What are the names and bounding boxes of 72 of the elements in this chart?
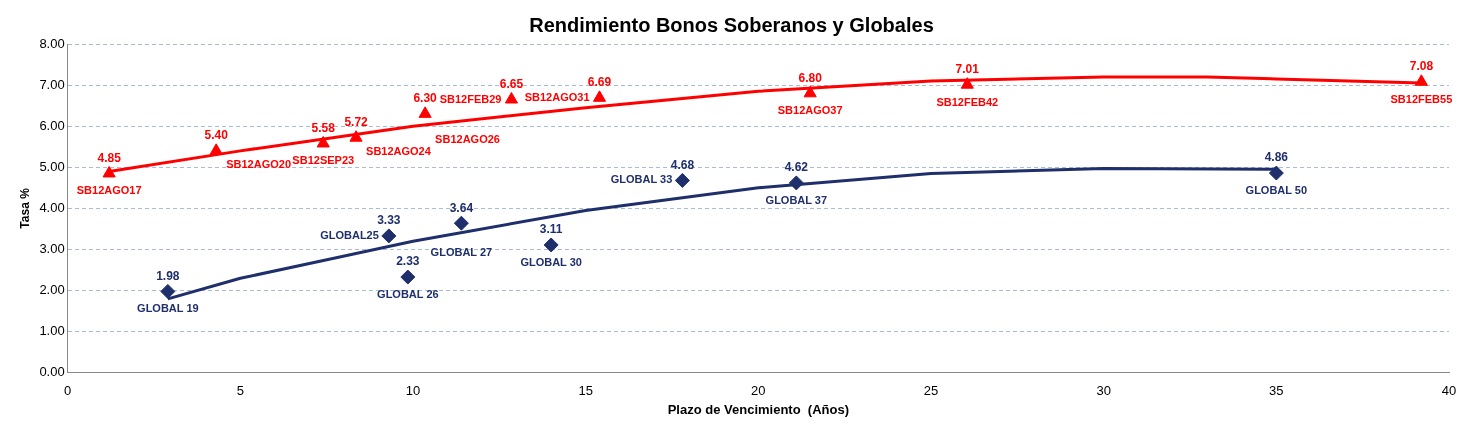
data-label: 4.68 xyxy=(670,157,695,172)
annotation: SB12SEP23 xyxy=(292,154,355,167)
x-tick-label: 20 xyxy=(751,383,766,399)
data-label: 3.11 xyxy=(539,222,563,237)
data-label: 6.65 xyxy=(499,76,524,91)
annotation: SB12FEB29 xyxy=(439,92,502,105)
point xyxy=(504,91,519,104)
annotation: SB12FEB55 xyxy=(1390,92,1453,105)
annotation: SB12AGO26 xyxy=(435,132,500,145)
data-label: 7.08 xyxy=(1409,59,1434,74)
data-label: 1.98 xyxy=(156,268,180,283)
y-axis-title: Tasa % xyxy=(17,187,32,229)
data-label: 3.33 xyxy=(377,213,401,228)
annotation: SB12AGO17 xyxy=(76,184,142,197)
y-tick-label: 6.00 xyxy=(39,117,65,133)
annotation: SB12AGO31 xyxy=(524,90,590,103)
data-label: 5.40 xyxy=(204,128,229,143)
point xyxy=(592,90,607,102)
point xyxy=(960,77,974,89)
annotation: GLOBAL 27 xyxy=(430,246,493,259)
point xyxy=(400,269,416,285)
y-tick-label: 1.00 xyxy=(39,323,65,339)
data-label: 3.64 xyxy=(449,200,474,215)
data-label: 4.85 xyxy=(97,150,122,165)
annotation: GLOBAL 26 xyxy=(377,288,439,301)
annotation: SB12AGO37 xyxy=(777,104,843,117)
data-label: 4.62 xyxy=(784,160,809,175)
data-label: 6.80 xyxy=(798,70,823,85)
data-label: 5.58 xyxy=(311,120,336,135)
annotation: GLOBAL 33 xyxy=(610,173,673,186)
point xyxy=(160,283,176,299)
data-label: 6.69 xyxy=(587,75,612,90)
point xyxy=(381,228,397,244)
x-tick-label: 40 xyxy=(1441,383,1457,399)
data-label: 5.72 xyxy=(344,115,369,130)
annotation: SB12AGO20 xyxy=(226,157,291,170)
y-tick-label: 2.00 xyxy=(39,282,65,298)
point xyxy=(102,165,116,178)
y-tick-label: 0.00 xyxy=(39,364,65,380)
point xyxy=(316,135,330,148)
x-tick-label: 25 xyxy=(923,383,939,399)
point xyxy=(1268,165,1284,181)
annotation: GLOBAL 30 xyxy=(520,256,582,269)
point xyxy=(349,130,363,142)
point xyxy=(453,215,469,231)
x-tick-label: 5 xyxy=(236,383,244,399)
chart-title: Rendimiento Bonos Soberanos y Globales xyxy=(529,13,934,36)
y-tick-label: 5.00 xyxy=(39,158,65,174)
y-tick-label: 8.00 xyxy=(39,35,65,51)
data-label: 7.01 xyxy=(955,62,980,76)
annotation: GLOBAL 37 xyxy=(765,193,828,206)
x-axis-title: Plazo de Vencimiento (Años) xyxy=(667,401,850,417)
y-tick-label: 4.00 xyxy=(39,199,65,215)
data-label: 6.30 xyxy=(413,91,438,106)
x-tick-label: 15 xyxy=(578,383,593,399)
y-tick-label: 7.00 xyxy=(39,76,65,92)
annotation: SB12FEB42 xyxy=(936,95,999,108)
data-label: 4.86 xyxy=(1264,150,1289,165)
annotation: GLOBAL 19 xyxy=(137,302,199,315)
point xyxy=(418,106,432,118)
x-tick-label: 30 xyxy=(1096,383,1111,399)
point xyxy=(674,172,690,188)
data-label: 2.33 xyxy=(396,254,420,269)
x-tick-label: 35 xyxy=(1269,383,1284,399)
annotation: GLOBAL 50 xyxy=(1245,184,1308,197)
x-tick-label: 0 xyxy=(64,383,72,399)
annotation: SB12AGO24 xyxy=(366,144,432,157)
point xyxy=(1414,74,1428,86)
annotation: GLOBAL25 xyxy=(320,228,379,241)
x-tick-label: 10 xyxy=(405,383,421,399)
point xyxy=(543,237,559,253)
y-tick-label: 3.00 xyxy=(39,241,65,257)
